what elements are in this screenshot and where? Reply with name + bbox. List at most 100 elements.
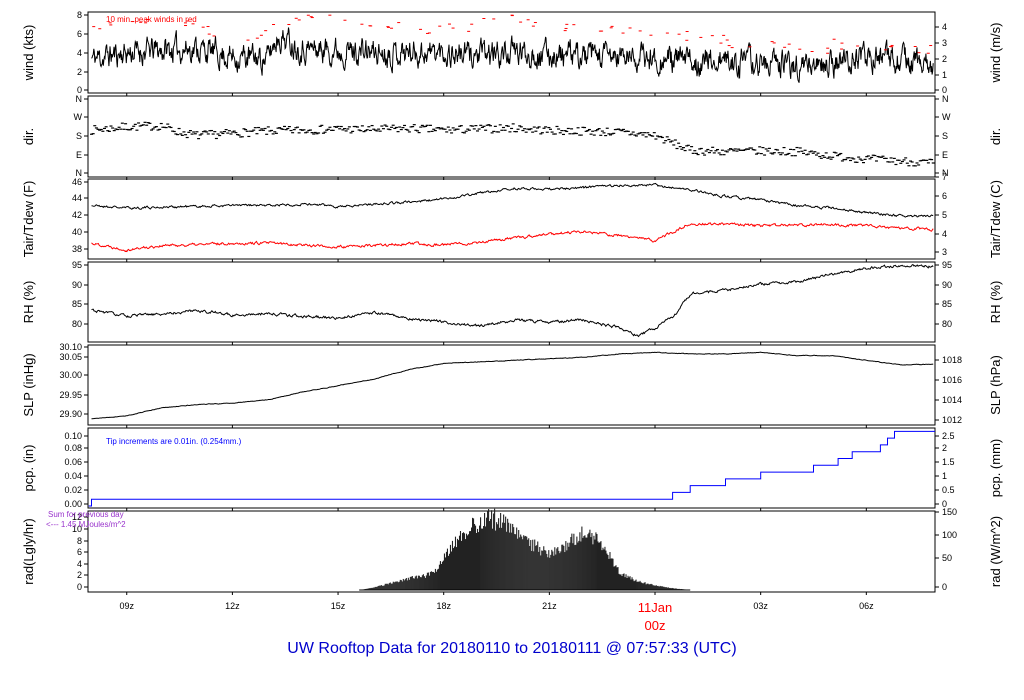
ytick-right-label: 1 — [942, 471, 947, 481]
ytick-left-label: 0.08 — [64, 443, 82, 453]
ylabel-right: SLP (hPa) — [988, 355, 1003, 415]
panel-frame — [87, 178, 936, 260]
ytick-left-label: 4 — [77, 48, 82, 58]
ytick-right-label: 1018 — [942, 355, 962, 365]
ytick-right-label: 0 — [942, 85, 947, 95]
ytick-right-label: 85 — [942, 299, 952, 309]
ytick-left-label: 80 — [72, 319, 82, 329]
ytick-right-label: 0.5 — [942, 485, 955, 495]
xtick-label: 18z — [436, 601, 451, 611]
xtick-label: 21z — [542, 601, 557, 611]
ytick-left-label: 40 — [72, 227, 82, 237]
ytick-left-label: 95 — [72, 260, 82, 270]
ytick-left-label: 30.05 — [59, 352, 82, 362]
ytick-left-label: 8 — [77, 536, 82, 546]
ytick-left-label: N — [76, 168, 83, 178]
ytick-right-label: 95 — [942, 260, 952, 270]
ytick-left-label: 85 — [72, 299, 82, 309]
ytick-right-label: 7 — [942, 172, 947, 182]
ylabel-right: RH (%) — [988, 281, 1003, 324]
ytick-right-label: E — [942, 150, 948, 160]
wind-line — [91, 27, 934, 83]
ytick-right-label: 80 — [942, 319, 952, 329]
ytick-left-label: 30.10 — [59, 342, 82, 352]
ytick-right-label: 1016 — [942, 375, 962, 385]
ytick-left-label: 0.02 — [64, 485, 82, 495]
ytick-left-label: N — [76, 94, 83, 104]
ytick-left-label: 2 — [77, 67, 82, 77]
ylabel-right: wind (m/s) — [988, 23, 1003, 84]
x-axis: 09z 12z 15z 18z 21z 03z 06z 11Jan 00z — [119, 600, 874, 633]
ytick-right-label: 5 — [942, 210, 947, 220]
ytick-right-label: 3 — [942, 38, 947, 48]
ytick-right-label: W — [942, 112, 951, 122]
ytick-right-label: 1014 — [942, 395, 962, 405]
ytick-right-label: N — [942, 94, 949, 104]
ytick-left-label: 4 — [77, 559, 82, 569]
ylabel-left: RH (%) — [21, 281, 36, 324]
ytick-left-label: 29.95 — [59, 390, 82, 400]
panel-slp: SLP (inHg) SLP (hPa) 29.90 29.95 30.00 30.053… — [21, 342, 1003, 428]
ytick-right-label: 150 — [942, 507, 957, 517]
ytick-right-label: 6 — [942, 191, 947, 201]
ytick-right-label: 0 — [942, 582, 947, 592]
ytick-right-label: 3 — [942, 247, 947, 257]
ytick-right-label: 2.5 — [942, 431, 955, 441]
ylabel-left: Tair/Tdew (F) — [21, 181, 36, 258]
xtick-label: 12z — [225, 601, 240, 611]
panel-frame — [87, 95, 936, 178]
ylabel-right: dir. — [988, 128, 1003, 145]
ytick-left-label: 6 — [77, 547, 82, 557]
air-temp-line — [91, 182, 934, 218]
ytick-left-label: 0.04 — [64, 471, 82, 481]
rad-sum-value: <--- 1.45 MJoules/m^2 — [46, 520, 126, 529]
panel-frame — [87, 427, 936, 509]
ytick-right-label: 2 — [942, 54, 947, 64]
ytick-left-label: 10 — [72, 524, 82, 534]
ytick-left-label: 30.00 — [59, 370, 82, 380]
ytick-left-label: 0 — [77, 582, 82, 592]
ylabel-right: pcp. (mm) — [988, 439, 1003, 498]
panel-pcp: pcp. (in) pcp. (mm) 0.00 0.02 0.04 0.06 0.08 0.… — [21, 427, 1003, 511]
panel-wind: wind (kts) wind (m/s) 0 2 4 6 8 0 1 2 3 4 10 min. pe… — [21, 10, 1003, 96]
ytick-left-label: 0.06 — [64, 457, 82, 467]
ytick-left-label: 0.10 — [64, 431, 82, 441]
panel-rad: rad(Lgly/hr) rad (W/m^2) 0 24 68 10 12 0 50 100 15… — [21, 507, 1003, 595]
ytick-right-label: 4 — [942, 22, 947, 32]
ytick-left-label: 2 — [77, 570, 82, 580]
ylabel-left: dir. — [21, 128, 36, 145]
panel-rh: RH (%) RH (%) 80 85 90 95 80 85 90 95 — [21, 260, 1003, 345]
ytick-left-label: 38 — [72, 244, 82, 254]
rad-sum-label: Sum for previous day — [48, 510, 124, 519]
ytick-left-label: 0 — [77, 85, 82, 95]
pcp-annotation: Tip increments are 0.01in. (0.254mm.) — [106, 437, 242, 446]
ylabel-left: SLP (inHg) — [21, 353, 36, 416]
ytick-right-label: 0 — [942, 499, 947, 509]
ytick-right-label: N — [942, 168, 949, 178]
ytick-right-label: 90 — [942, 280, 952, 290]
ytick-right-label: 1012 — [942, 415, 962, 425]
panel-frame — [87, 11, 936, 94]
ylabel-left: pcp. (in) — [21, 445, 36, 492]
xtick-label: 09z — [119, 601, 134, 611]
rh-line — [91, 264, 934, 338]
xtick-label: 15z — [331, 601, 346, 611]
ytick-left-label: E — [76, 150, 82, 160]
ytick-left-label: 46 — [72, 177, 82, 187]
ytick-left-label: 6 — [77, 29, 82, 39]
panel-frame — [87, 344, 936, 426]
ytick-right-label: 4 — [942, 229, 947, 239]
ylabel-left: wind (kts) — [21, 25, 36, 82]
ytick-right-label: 100 — [942, 530, 957, 540]
ytick-right-label: 1.5 — [942, 457, 955, 467]
panel-temp: Tair/Tdew (F) Tair/Tdew (C) 38 40 42 44 46 3 4 5 6… — [21, 172, 1003, 262]
ytick-right-label: S — [942, 131, 948, 141]
ytick-left-label: W — [74, 112, 83, 122]
page-title: UW Rooftop Data for 20180110 to 20180111… — [287, 640, 737, 657]
ytick-left-label: 44 — [72, 193, 82, 203]
dew-temp-line — [91, 222, 934, 253]
panel-frame — [87, 261, 936, 343]
peak-winds-annotation: 10 min. peak winds in red — [106, 15, 197, 24]
